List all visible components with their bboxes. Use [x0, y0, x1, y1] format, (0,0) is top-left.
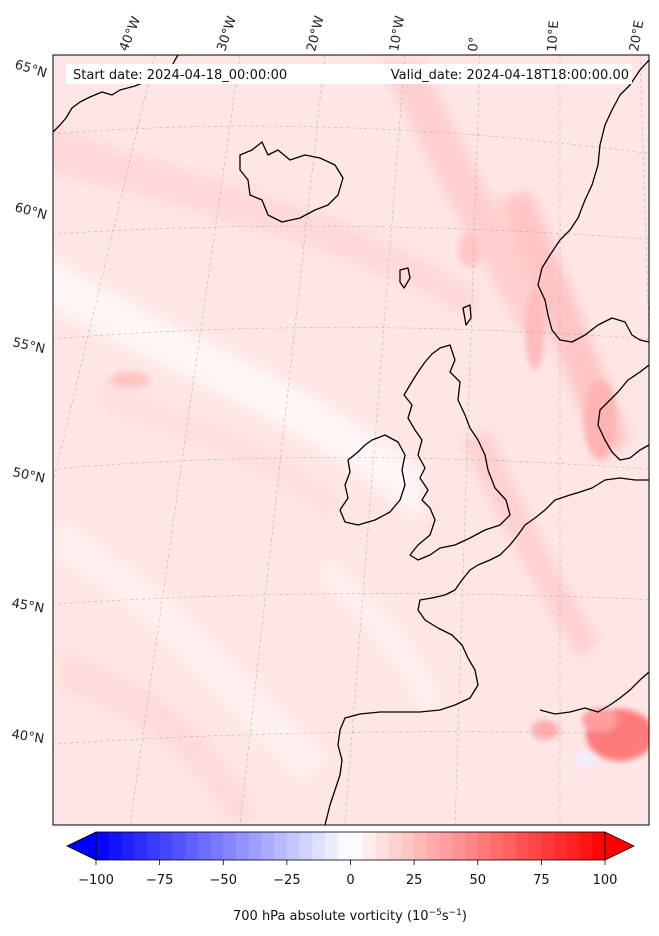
lon-label-30w: 30°W	[215, 14, 240, 53]
colorbar-tick-label: 100	[593, 873, 618, 888]
longitude-labels: 40°W 30°W 20°W 10°W 0° 10°E 20°E	[117, 14, 648, 53]
colorbar: −100 −75 −50 −25 0 25 50 75 100 700 hPa absolute…	[66, 831, 635, 924]
continental-coast	[324, 477, 649, 825]
latitude-labels: 65°N 60°N 55°N 50°N 45°N 40°N	[10, 57, 48, 747]
sweden-denmark-coast	[597, 364, 649, 461]
colorbar-tick-label: 50	[469, 873, 486, 888]
great-britain-coast	[403, 344, 511, 561]
colorbar-segment	[477, 832, 492, 860]
lat-label-40n: 40°N	[10, 727, 45, 747]
colorbar-segment	[592, 832, 606, 860]
colorbar-segment	[210, 832, 224, 860]
colorbar-segment	[134, 832, 148, 860]
lat-label-60n: 60°N	[13, 200, 49, 223]
vorticity-bands	[53, 60, 630, 825]
colorbar-segment	[248, 832, 263, 860]
colorbar-tick-label: −50	[210, 873, 237, 888]
colorbar-tick-label: 25	[406, 873, 423, 888]
lon-label-10e: 10°E	[545, 20, 562, 52]
colorbar-segment	[223, 832, 237, 860]
colorbar-segment	[490, 832, 504, 860]
coastlines	[53, 55, 649, 825]
map-panel	[53, 55, 649, 825]
colorbar-segment	[274, 832, 288, 860]
colorbar-segment	[121, 832, 135, 860]
lat-label-55n: 55°N	[11, 335, 46, 357]
colorbar-tick-label: −75	[146, 873, 173, 888]
colorbar-segment	[96, 832, 110, 860]
shetland-islands	[462, 304, 472, 326]
colorbar-extend-high	[604, 831, 635, 861]
colorbar-segment	[528, 832, 542, 860]
colorbar-segment	[579, 832, 593, 860]
colorbar-segment	[554, 832, 568, 860]
lat-label-45n: 45°N	[10, 596, 45, 616]
graticule	[53, 55, 649, 825]
iceland-coast	[239, 141, 344, 223]
colorbar-segment	[146, 832, 161, 860]
colorbar-segment	[286, 832, 301, 860]
valid-date-label: Valid_date: 2024-04-18T18:00:00.00	[391, 68, 629, 83]
colorbar-segment	[541, 832, 555, 860]
colorbar-title: 700 hPa absolute vorticity (10−5s−1)	[233, 908, 467, 924]
colorbar-segment	[452, 832, 466, 860]
colorbar-segment	[375, 832, 390, 860]
colorbar-segment	[235, 832, 250, 860]
colorbar-tick-label: 0	[346, 873, 354, 888]
lon-label-0: 0°	[466, 36, 482, 52]
colorbar-segment	[414, 832, 428, 860]
colorbar-segment	[401, 832, 415, 860]
colorbar-tick-label: −25	[273, 873, 300, 888]
vorticity-hotspots	[110, 232, 649, 768]
map-frame	[52, 54, 650, 826]
norway-coast	[537, 59, 649, 343]
colorbar-tick-label: 75	[533, 873, 550, 888]
iberia-mediterranean-coast	[539, 671, 649, 715]
start-date-label: Start date: 2024-04-18_00:00:00	[73, 68, 287, 83]
lat-label-50n: 50°N	[11, 465, 46, 486]
colorbar-segment	[172, 832, 186, 860]
colorbar-segment	[566, 832, 581, 860]
lon-label-20w: 20°W	[304, 14, 327, 53]
colorbar-segment	[439, 832, 453, 860]
colorbar-segment	[337, 832, 352, 860]
colorbar-ticks: −100 −75 −50 −25 0 25 50 75 100	[78, 860, 617, 888]
colorbar-segment	[197, 832, 212, 860]
header-box	[66, 64, 632, 84]
colorbar-segment	[159, 832, 173, 860]
colorbar-segment	[426, 832, 441, 860]
faroe-islands	[399, 267, 411, 289]
colorbar-segment	[363, 832, 377, 860]
colorbar-segment	[261, 832, 275, 860]
colorbar-segment	[312, 832, 326, 860]
lon-label-20e: 20°E	[627, 19, 647, 52]
colorbar-segment	[325, 832, 339, 860]
colorbar-segment	[503, 832, 517, 860]
colorbar-segment	[515, 832, 530, 860]
colorbar-extend-low	[66, 831, 97, 861]
colorbar-segment	[299, 832, 313, 860]
colorbar-segment	[108, 832, 123, 860]
ireland-coast	[339, 434, 406, 526]
colorbar-segment	[185, 832, 199, 860]
lat-label-65n: 65°N	[13, 57, 49, 81]
colorbar-tick-label: −100	[78, 873, 114, 888]
colorbar-segments	[96, 832, 606, 860]
colorbar-segment	[350, 832, 364, 860]
lon-label-10w: 10°W	[387, 15, 408, 53]
colorbar-segment	[465, 832, 479, 860]
lon-label-40w: 40°W	[117, 14, 144, 53]
colorbar-segment	[388, 832, 402, 860]
